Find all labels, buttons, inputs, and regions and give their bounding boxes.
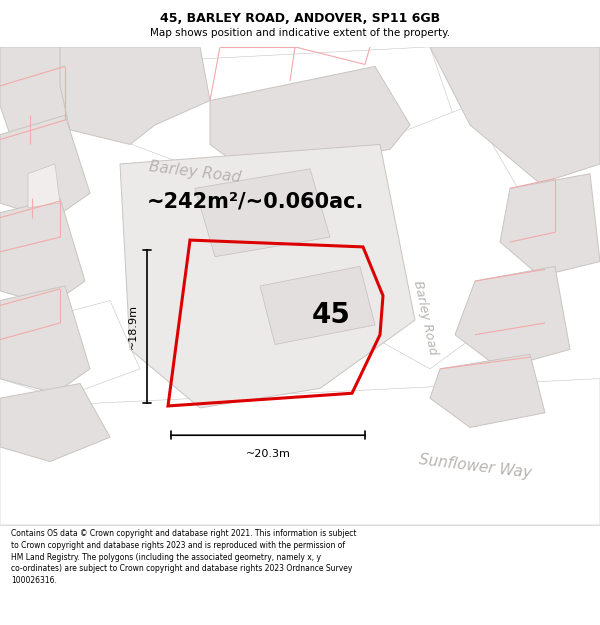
Polygon shape xyxy=(60,47,210,144)
Text: 45: 45 xyxy=(311,301,350,329)
Polygon shape xyxy=(500,174,600,276)
Text: ~20.3m: ~20.3m xyxy=(245,449,290,459)
Text: Barley Road: Barley Road xyxy=(148,159,242,185)
Text: Map shows position and indicative extent of the property.: Map shows position and indicative extent… xyxy=(150,28,450,38)
Polygon shape xyxy=(0,379,600,525)
Polygon shape xyxy=(120,144,415,408)
Polygon shape xyxy=(0,115,90,218)
Polygon shape xyxy=(0,198,85,306)
Text: Contains OS data © Crown copyright and database right 2021. This information is : Contains OS data © Crown copyright and d… xyxy=(11,529,356,585)
Polygon shape xyxy=(0,301,140,398)
Polygon shape xyxy=(28,164,60,208)
Polygon shape xyxy=(60,47,460,174)
Polygon shape xyxy=(0,47,75,135)
Text: Barley Road: Barley Road xyxy=(411,280,439,356)
Polygon shape xyxy=(210,66,410,174)
Polygon shape xyxy=(0,286,90,393)
Text: ~18.9m: ~18.9m xyxy=(128,304,138,349)
Polygon shape xyxy=(0,384,110,462)
Polygon shape xyxy=(260,266,375,344)
Polygon shape xyxy=(430,354,545,428)
Polygon shape xyxy=(455,266,570,369)
Polygon shape xyxy=(195,169,330,257)
Text: 45, BARLEY ROAD, ANDOVER, SP11 6GB: 45, BARLEY ROAD, ANDOVER, SP11 6GB xyxy=(160,12,440,25)
Polygon shape xyxy=(430,47,600,184)
Text: ~242m²/~0.060ac.: ~242m²/~0.060ac. xyxy=(146,191,364,211)
Text: Sunflower Way: Sunflower Way xyxy=(418,452,532,481)
Polygon shape xyxy=(360,106,560,369)
